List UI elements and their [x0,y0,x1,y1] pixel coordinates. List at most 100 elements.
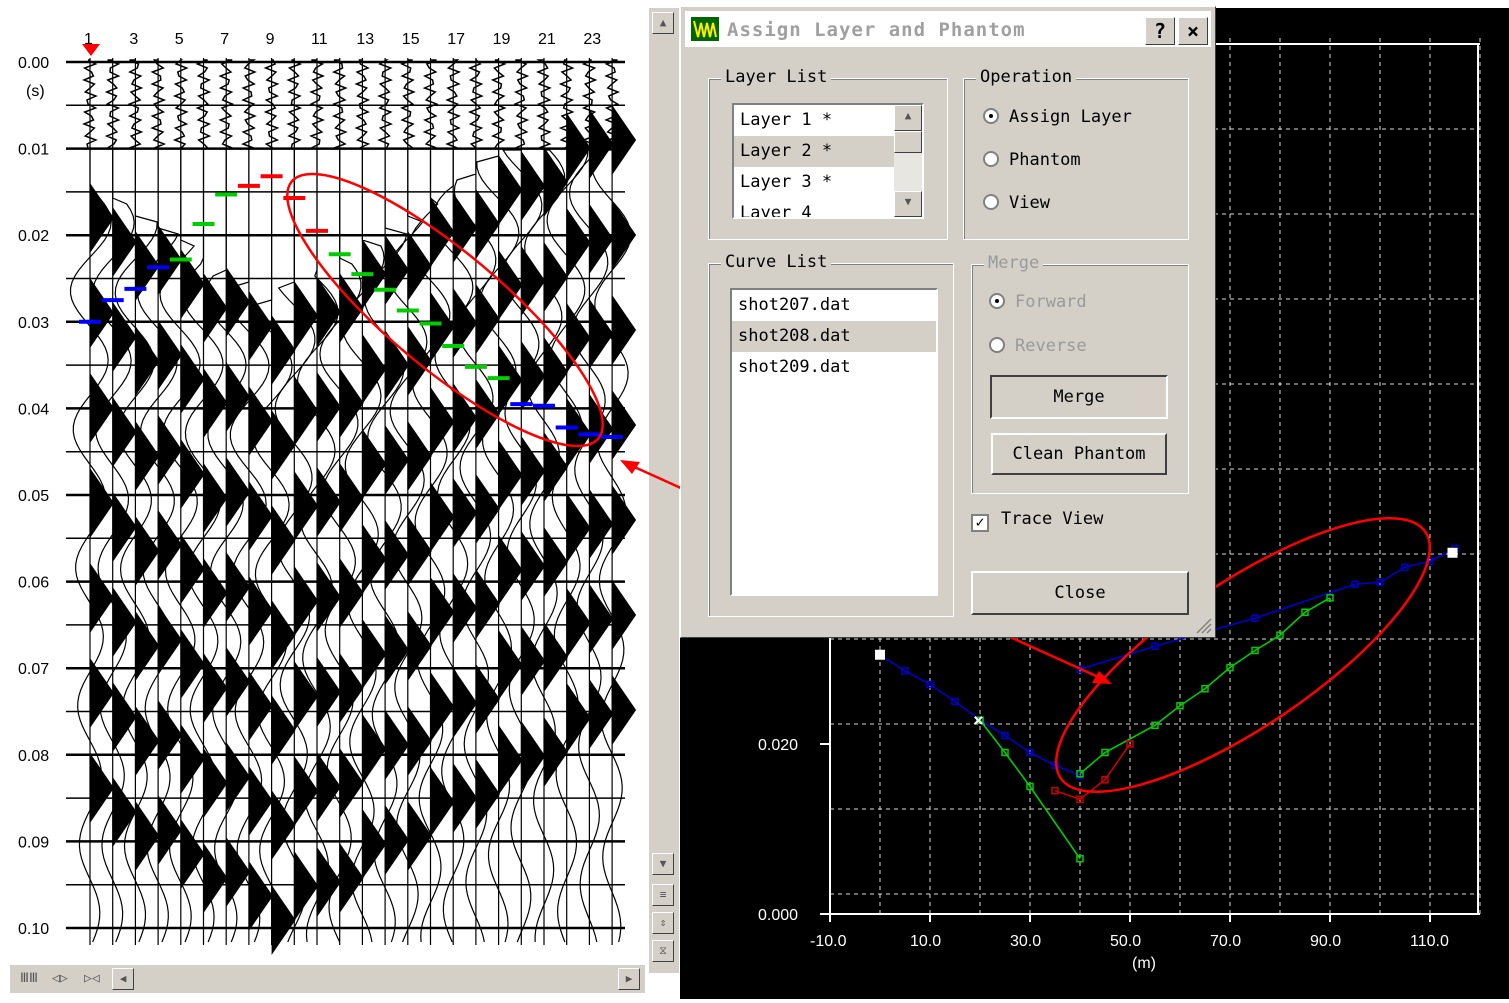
trace-peak-fill [475,664,500,734]
trace-noise [490,59,507,149]
vertical-scrollbar[interactable]: ▲ ▼ ≡ ⇕ ⧖ [648,8,679,973]
trace-peak-fill [498,440,523,510]
trace-peak-fill [180,629,205,699]
shot-point-left[interactable] [875,649,885,660]
radio-icon[interactable] [983,108,999,124]
radio-icon[interactable] [983,194,999,210]
trace-peak-fill [158,795,183,865]
layer2-left-point[interactable] [976,716,984,724]
layer-scroll-thumb[interactable] [894,131,922,153]
layer-list-item[interactable]: Layer 1 * [740,110,833,130]
merge-radio-reverse[interactable]: Reverse [989,336,1087,356]
trace-number-label: 9 [266,31,275,48]
trace-peak-fill [362,714,387,784]
curve-listbox[interactable]: shot207.dat shot208.dat shot209.dat [730,288,938,596]
trace-peak-fill [271,505,296,575]
layer-listbox[interactable]: Layer 1 * Layer 2 * Layer 3 * Layer 4 ▲ ▼ [732,103,924,219]
merge-button[interactable]: Merge [990,375,1168,419]
layer2-left-point[interactable] [1026,782,1034,791]
trace-peak-fill [248,291,273,361]
curve-list-item[interactable]: shot207.dat [738,295,851,315]
layer-list-label: Layer List [721,67,832,87]
zoom-lines-icon[interactable]: ≡ [652,884,674,906]
layer-list-item[interactable]: Layer 3 * [740,172,833,192]
layer1-left-point[interactable] [1001,731,1009,740]
trace-peak-fill [521,626,546,696]
trace-peak-fill [317,752,341,822]
close-button[interactable]: Close [971,571,1189,615]
layer2-left-point[interactable] [1001,748,1009,757]
trace-peak-fill [498,630,523,700]
dialog-titlebar[interactable]: Assign Layer and Phantom ? × [685,11,1211,47]
radio-icon[interactable] [989,337,1005,353]
trace-view-checkbox[interactable]: ✓ Trace View [971,509,1103,532]
scroll-left-button[interactable]: ◀ [112,968,134,990]
trace-number-label: 3 [129,31,138,48]
trace-peak-fill [226,837,251,907]
layer3-line [1054,743,1131,801]
operation-radio-assign-layer[interactable]: Assign Layer [983,107,1132,127]
layer3-point[interactable] [1076,795,1084,803]
checkmark-icon[interactable]: ✓ [971,514,989,532]
shot-point-right[interactable] [1447,547,1458,558]
curve-list-item[interactable]: shot208.dat [732,321,936,352]
trace-noise [604,59,621,149]
radio-icon[interactable] [983,151,999,167]
trace-peak-fill [203,748,228,818]
trace-peak-fill [385,425,410,495]
trace-peak-fill [612,200,637,270]
time-label: 0.00 [18,55,49,72]
layer-list-item[interactable]: Layer 4 [740,203,812,219]
curve-list-item[interactable]: shot209.dat [738,357,851,377]
trace-zoom-icon[interactable]: ⅢⅢ [20,971,38,986]
trace-peak-fill [385,615,410,685]
seismogram-panel[interactable]: 1 3 5 7 9 11 13 15 17 19 21 23 0.00 0.01 0.02 0.03 0.04 0… [0,0,650,999]
operation-radio-phantom[interactable]: Phantom [983,150,1081,170]
resize-grip-icon[interactable] [1195,617,1213,635]
operation-group: Operation [963,67,1189,240]
layer1-left-point[interactable] [951,697,959,706]
trace-peak-fill [498,155,523,225]
trace-peak-fill [90,278,114,348]
scroll-up-button[interactable]: ▲ [652,12,674,34]
help-button[interactable]: ? [1145,17,1175,45]
cross-marker-icon[interactable]: × [973,710,984,731]
operation-radio-view[interactable]: View [983,193,1050,213]
layer-list-item[interactable]: Layer 2 * [734,136,900,167]
layer1-left-point[interactable] [1026,748,1034,757]
trace-peak-fill [248,386,273,456]
clean-phantom-button[interactable]: Clean Phantom [991,433,1167,475]
trace-peak-fill [112,682,137,752]
trace-peak-fill [544,337,568,407]
layer2-left-point[interactable] [1076,855,1084,863]
layer1-left-point[interactable] [926,680,934,689]
radio-label: Assign Layer [1009,107,1132,127]
trace-peak-fill [498,250,523,320]
trace-peak-fill [430,387,455,457]
horizontal-scrollbar[interactable]: ⅢⅢ ◁▷ ▷◁ ◀ ▶ [10,965,645,993]
dialog-close-x-button[interactable]: × [1178,17,1208,45]
trace-peak-fill [317,562,341,632]
trace-peak-fill [90,563,114,633]
scroll-right-button[interactable]: ▶ [618,968,640,990]
hourglass-icon[interactable]: ⧖ [652,940,674,962]
merge-radio-forward[interactable]: Forward [989,292,1087,312]
trace-noise [467,59,484,149]
trace-peak-fill [589,489,614,559]
layer-scroll-up-button[interactable]: ▲ [894,105,922,131]
trace-peak-fill [203,558,228,628]
trace-peak-fill [271,600,296,670]
time-label: 0.07 [18,661,49,678]
radio-icon[interactable] [989,293,1005,309]
trace-peak-fill [135,611,160,681]
trace-peak-fill [226,742,251,812]
horizontal-squeeze-icon[interactable]: ▷◁ [84,971,100,986]
scroll-down-button[interactable]: ▼ [652,853,674,875]
seismogram-plot[interactable]: 1 3 5 7 9 11 13 15 17 19 21 230.000.010.020.030.040… [0,0,650,999]
trace-peak-fill [498,725,523,795]
vertical-stretch-icon[interactable]: ⇕ [652,912,674,934]
layer-list-scrollbar[interactable]: ▲ ▼ [894,105,922,217]
layer-scroll-down-button[interactable]: ▼ [894,191,922,217]
trace-peak-fill [430,292,455,362]
horizontal-stretch-icon[interactable]: ◁▷ [52,971,68,986]
